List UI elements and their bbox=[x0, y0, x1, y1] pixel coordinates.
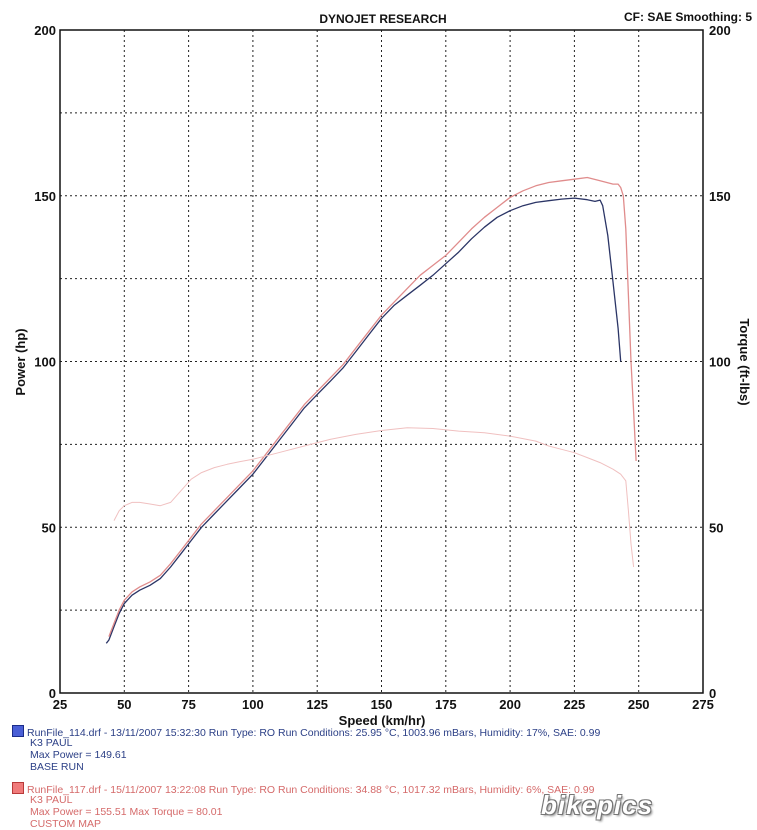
series-line-custom-map-power bbox=[108, 176, 637, 637]
y-tick-right-150: 150 bbox=[709, 189, 731, 204]
x-tick-50: 50 bbox=[117, 697, 131, 712]
legend-base-name: BASE RUN bbox=[30, 761, 84, 773]
x-tick-225: 225 bbox=[564, 697, 586, 712]
legend-custom-line2: K3 PAUL bbox=[30, 794, 73, 806]
x-tick-275: 275 bbox=[692, 697, 714, 712]
chart-title: DYNOJET RESEARCH bbox=[319, 12, 446, 26]
y-tick-right-0: 0 bbox=[709, 686, 716, 701]
tick-labels: 25 50 75 100 125 150 175 200 225 250 2750501001502… bbox=[34, 23, 730, 712]
y-axis-label-right: Torque (ft-lbs) bbox=[737, 318, 752, 405]
x-tick-200: 200 bbox=[499, 697, 521, 712]
y-tick-left-150: 150 bbox=[34, 189, 56, 204]
legend-base-file: RunFile_114.drf - 13/11/2007 15:32:30 Ru… bbox=[27, 727, 601, 739]
y-tick-left-0: 0 bbox=[49, 686, 56, 701]
x-tick-100: 100 bbox=[242, 697, 264, 712]
series-line-custom-map-torque bbox=[113, 427, 635, 568]
legend-swatch-custom bbox=[12, 782, 24, 794]
y-tick-right-100: 100 bbox=[709, 355, 731, 370]
legend-base-run: RunFile_114.drf - 13/11/2007 15:32:30 Ru… bbox=[12, 725, 600, 773]
y-tick-left-200: 200 bbox=[34, 23, 56, 38]
y-tick-right-200: 200 bbox=[709, 23, 731, 38]
series-line-base-run-power bbox=[105, 197, 622, 644]
plot-frame bbox=[59, 29, 704, 694]
x-tick-125: 125 bbox=[306, 697, 328, 712]
x-tick-75: 75 bbox=[181, 697, 195, 712]
x-tick-25: 25 bbox=[53, 697, 67, 712]
legend-swatch-base bbox=[12, 725, 24, 737]
bikepics-watermark: bikepics bbox=[541, 790, 654, 820]
y-tick-right-50: 50 bbox=[709, 520, 723, 535]
grid-lines bbox=[60, 30, 703, 693]
legend-base-line2: K3 PAUL bbox=[30, 737, 73, 749]
legend-custom-map: RunFile_117.drf - 15/11/2007 13:22:08 Ru… bbox=[12, 782, 594, 830]
legend-custom-name: CUSTOM MAP bbox=[30, 818, 101, 830]
legend-custom-file: RunFile_117.drf - 15/11/2007 13:22:08 Ru… bbox=[27, 784, 595, 796]
series-layer bbox=[105, 176, 637, 644]
legend-custom-max: Max Power = 155.51 Max Torque = 80.01 bbox=[30, 806, 223, 818]
y-axis-label-left: Power (hp) bbox=[13, 328, 28, 395]
legend-base-max: Max Power = 149.61 bbox=[30, 749, 127, 761]
x-tick-250: 250 bbox=[628, 697, 650, 712]
header-right: CF: SAE Smoothing: 5 bbox=[624, 10, 752, 24]
x-tick-175: 175 bbox=[435, 697, 457, 712]
y-tick-left-50: 50 bbox=[42, 520, 56, 535]
x-axis-label: Speed (km/hr) bbox=[339, 713, 426, 728]
y-tick-left-100: 100 bbox=[34, 355, 56, 370]
x-tick-150: 150 bbox=[371, 697, 393, 712]
